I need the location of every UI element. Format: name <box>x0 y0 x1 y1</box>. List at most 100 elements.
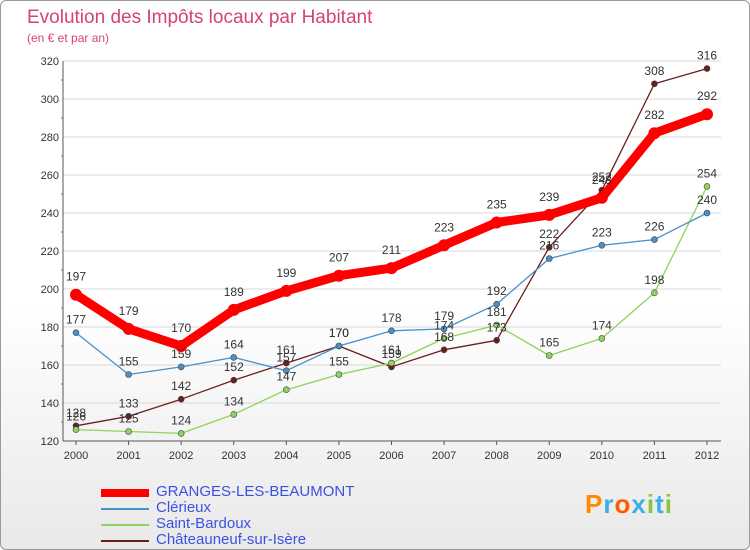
data-label: 170 <box>171 321 191 335</box>
legend-label: Saint-Bardoux <box>156 515 252 532</box>
data-point <box>595 191 608 204</box>
logo-letter: t <box>655 489 665 519</box>
data-point <box>493 336 500 344</box>
data-label: 252 <box>592 170 612 184</box>
data-label: 170 <box>329 326 349 340</box>
data-label: 134 <box>224 394 244 408</box>
y-tick-label: 320 <box>41 56 59 68</box>
line-chart: 120 140 160 180 200 220 240 260 280 300 320 2000 200… <box>41 49 721 462</box>
data-label: 181 <box>487 305 507 319</box>
data-point <box>651 236 658 243</box>
data-point <box>545 352 553 359</box>
data-label: 124 <box>171 413 191 427</box>
data-point <box>388 359 395 367</box>
logo-letter: i <box>664 489 673 519</box>
data-label: 161 <box>381 343 401 357</box>
x-tick-label: 2005 <box>327 450 351 462</box>
data-label: 173 <box>487 320 507 334</box>
x-tick-label: 2012 <box>695 450 719 462</box>
x-tick-label: 2003 <box>222 450 246 462</box>
data-point <box>175 340 188 352</box>
data-point <box>703 209 711 217</box>
data-point <box>703 65 711 72</box>
data-point <box>335 371 343 378</box>
data-point <box>701 108 713 121</box>
data-label: 168 <box>434 330 454 344</box>
data-point <box>598 335 606 342</box>
legend-item: Châteauneuf-sur-Isère <box>101 532 401 549</box>
x-tick-label: 2006 <box>379 450 403 462</box>
data-label: 189 <box>224 285 244 299</box>
data-label: 222 <box>539 227 559 241</box>
legend-swatch <box>101 508 149 510</box>
chart-subtitle: (en € et par an) <box>27 31 110 45</box>
y-tick-label: 200 <box>41 284 59 296</box>
logo-letter: o <box>614 489 632 519</box>
data-point <box>493 300 500 308</box>
y-tick-label: 120 <box>41 436 59 448</box>
data-label: 197 <box>66 270 86 284</box>
data-label: 159 <box>381 347 401 361</box>
data-point <box>703 183 711 190</box>
data-point <box>122 322 135 335</box>
data-label: 223 <box>592 225 612 239</box>
data-label: 198 <box>644 273 664 287</box>
chart-title: Evolution des Impôts locaux par Habitant <box>27 7 373 28</box>
logo-letter: P <box>585 489 604 519</box>
data-point <box>648 127 661 140</box>
y-tick-label: 180 <box>41 322 59 334</box>
data-point <box>440 325 448 333</box>
data-point <box>72 329 80 337</box>
y-tick-label: 240 <box>41 208 59 220</box>
data-label: 152 <box>224 360 244 374</box>
data-label: 155 <box>119 355 139 369</box>
data-point <box>227 303 240 316</box>
data-label: 174 <box>434 318 454 332</box>
data-label: 159 <box>171 347 191 361</box>
legend-swatch <box>101 489 149 497</box>
data-label: 240 <box>697 193 717 207</box>
data-point <box>70 288 82 301</box>
data-point <box>230 354 238 361</box>
data-point <box>651 289 658 297</box>
data-label: 226 <box>644 220 664 234</box>
data-point <box>283 386 290 394</box>
data-point <box>332 269 345 282</box>
x-tick-label: 2010 <box>590 450 614 462</box>
x-tick-label: 2002 <box>169 450 193 462</box>
x-tick-label: 2011 <box>643 450 667 462</box>
legend-item: Clérieux <box>101 499 401 517</box>
data-point <box>177 395 185 403</box>
data-point <box>440 346 448 354</box>
data-label: 177 <box>66 313 86 327</box>
data-label: 178 <box>381 311 401 325</box>
data-label: 161 <box>276 343 296 357</box>
data-point <box>125 428 132 435</box>
data-label: 235 <box>487 198 507 212</box>
data-point <box>438 239 451 252</box>
data-label: 223 <box>434 220 454 234</box>
data-point <box>388 327 395 335</box>
data-label: 165 <box>539 336 559 350</box>
logo-letter: x <box>631 489 647 519</box>
x-tick-label: 2008 <box>484 450 508 462</box>
data-label: 282 <box>644 108 664 122</box>
legend: GRANGES-LES-BEAUMONT Clérieux Saint-Bard… <box>101 484 401 549</box>
data-label: 211 <box>382 243 401 257</box>
data-point <box>283 359 290 367</box>
y-tick-label: 220 <box>41 246 59 258</box>
y-tick-label: 160 <box>41 360 59 372</box>
data-point <box>598 242 606 249</box>
data-label: 133 <box>119 396 139 410</box>
data-label: 128 <box>66 406 86 420</box>
data-label: 292 <box>697 89 717 103</box>
data-label: 316 <box>697 49 717 63</box>
data-point <box>440 335 448 342</box>
data-label: 174 <box>592 318 612 332</box>
x-tick-label: 2009 <box>537 450 561 462</box>
y-tick-label: 260 <box>41 170 59 182</box>
legend-label: Clérieux <box>156 499 212 516</box>
data-point <box>490 216 503 229</box>
legend-swatch <box>101 524 149 526</box>
data-label: 164 <box>224 337 244 351</box>
